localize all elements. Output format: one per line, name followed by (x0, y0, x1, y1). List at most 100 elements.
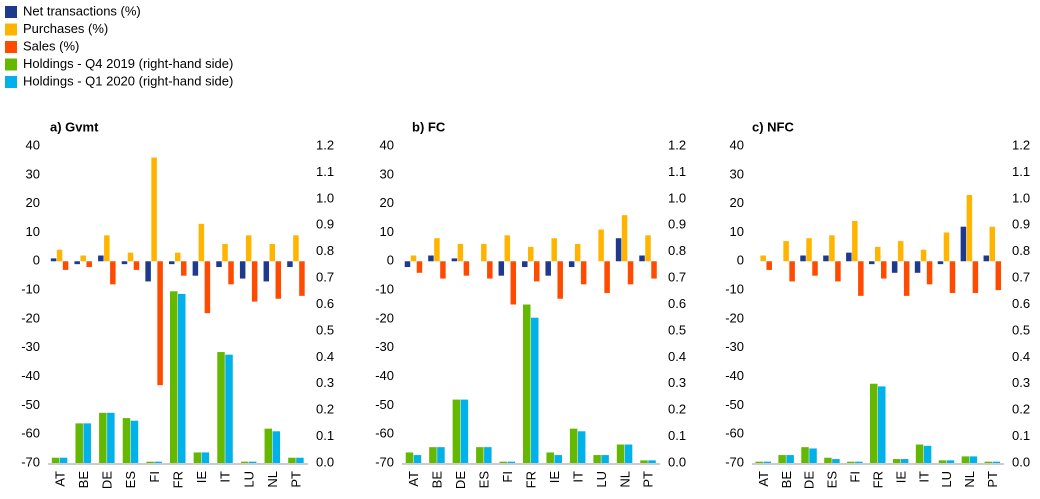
bar: Net transactions (%) (615, 238, 622, 262)
bar: Purchases (%) (645, 235, 651, 262)
bar: Sales (%) (557, 261, 563, 299)
y2-tick-label: 0.1 (1012, 428, 1030, 443)
holdings-bar: Holdings - Q1 2020 (right-hand side) (107, 412, 115, 463)
holdings-bar: Holdings - Q4 2019 (right-hand side) (452, 399, 461, 463)
holdings-bar: Holdings - Q1 2020 (right-hand side) (225, 354, 233, 463)
bar: Net transactions (%) (937, 261, 944, 265)
bar: Sales (%) (275, 261, 282, 299)
bar: Sales (%) (416, 261, 423, 273)
holdings-bar: Holdings - Q1 2020 (right-hand side) (296, 457, 304, 463)
bar: Sales (%) (580, 261, 587, 285)
holdings-bar: Holdings - Q4 2019 (right-hand side) (961, 456, 970, 463)
y2-tick-label: 0.5 (1012, 322, 1030, 337)
bar: Sales (%) (463, 261, 470, 276)
bar: Net transactions (%) (800, 255, 806, 262)
bar: Sales (%) (812, 261, 818, 276)
y-tick-label: 10 (380, 224, 394, 239)
holdings-bar: Holdings - Q1 2020 (right-hand side) (83, 423, 91, 463)
y2-tick-label: 0.3 (316, 375, 334, 390)
bar: Net transactions (%) (639, 255, 645, 262)
bar: Sales (%) (110, 261, 116, 285)
y-tick-label: 10 (730, 224, 744, 239)
holdings-bar: Holdings - Q4 2019 (right-hand side) (546, 452, 554, 463)
bar: Net transactions (%) (239, 261, 246, 279)
bar: Sales (%) (86, 261, 92, 268)
y2-tick-label: 1.2 (1012, 137, 1030, 152)
x-tick-label: AT (406, 471, 421, 487)
bar: Net transactions (%) (216, 261, 222, 268)
y2-tick-label: 1.0 (668, 190, 686, 205)
y2-tick-label: 0.6 (668, 296, 686, 311)
bar: Sales (%) (487, 261, 493, 279)
bar: Sales (%) (510, 261, 517, 305)
bar: Purchases (%) (920, 249, 927, 262)
x-tick-label: IT (916, 471, 931, 483)
holdings-bar: Holdings - Q1 2020 (right-hand side) (554, 455, 562, 463)
bar: Purchases (%) (80, 255, 86, 262)
y2-tick-label: 0.0 (316, 454, 334, 469)
y-tick-label: 20 (26, 195, 40, 210)
holdings-bar: Holdings - Q4 2019 (right-hand side) (146, 461, 154, 463)
y-tick-label: -10 (375, 282, 394, 297)
x-tick-label: LU (939, 471, 954, 488)
bar: Sales (%) (251, 261, 258, 302)
bar: Purchases (%) (410, 255, 417, 262)
y-tick-label: 20 (730, 195, 744, 210)
bar: Purchases (%) (598, 229, 604, 262)
holdings-bar: Holdings - Q4 2019 (right-hand side) (755, 461, 763, 463)
x-tick-label: PT (985, 471, 1000, 488)
holdings-bar: Holdings - Q4 2019 (right-hand side) (892, 459, 901, 463)
legend-label: Holdings - Q4 2019 (right-hand side) (23, 56, 233, 71)
x-tick-label: LU (241, 471, 256, 488)
y2-tick-label: 0.2 (668, 402, 686, 417)
holdings-bar: Holdings - Q1 2020 (right-hand side) (809, 448, 817, 463)
y-tick-label: 30 (26, 166, 40, 181)
y2-tick-label: 0.2 (316, 402, 334, 417)
y2-tick-label: 0.0 (1012, 454, 1030, 469)
bar: Net transactions (%) (960, 226, 967, 262)
y2-tick-label: 1.1 (1012, 164, 1030, 179)
holdings-bar: Holdings - Q4 2019 (right-hand side) (217, 352, 225, 463)
bar: Net transactions (%) (914, 261, 921, 273)
holdings-bar: Holdings - Q4 2019 (right-hand side) (193, 452, 202, 463)
y-tick-label: -10 (21, 282, 40, 297)
holdings-bar: Holdings - Q1 2020 (right-hand side) (59, 457, 68, 463)
holdings-bar: Holdings - Q4 2019 (right-hand side) (99, 412, 107, 463)
y2-tick-label: 0.8 (1012, 243, 1030, 258)
bar: Sales (%) (62, 261, 69, 270)
legend-label: Net transactions (%) (23, 3, 141, 18)
y2-tick-label: 0.4 (1012, 349, 1030, 364)
holdings-bar: Holdings - Q1 2020 (right-hand side) (786, 455, 794, 463)
holdings-bar: Holdings - Q4 2019 (right-hand side) (523, 304, 531, 463)
bar: Net transactions (%) (98, 255, 104, 262)
y2-tick-label: 0.7 (1012, 270, 1030, 285)
y2-tick-label: 0.9 (668, 217, 686, 232)
bar: Purchases (%) (760, 255, 766, 262)
holdings-bar: Holdings - Q4 2019 (right-hand side) (593, 455, 601, 463)
bar: Purchases (%) (875, 246, 881, 262)
holdings-bar: Holdings - Q1 2020 (right-hand side) (154, 461, 162, 463)
holdings-bar: Holdings - Q4 2019 (right-hand side) (240, 461, 249, 463)
y2-tick-label: 0.1 (316, 428, 334, 443)
y-tick-label: -40 (21, 368, 40, 383)
bar: Purchases (%) (269, 243, 276, 262)
bar: Sales (%) (949, 261, 956, 293)
y-tick-label: -70 (375, 454, 394, 469)
holdings-bar: Holdings - Q1 2020 (right-hand side) (178, 293, 186, 463)
chart-title: b) FC (412, 119, 446, 134)
y2-tick-label: 0.6 (1012, 296, 1030, 311)
holdings-bar: Holdings - Q4 2019 (right-hand side) (75, 423, 83, 463)
bar: Purchases (%) (127, 252, 134, 262)
holdings-bar: Holdings - Q1 2020 (right-hand side) (969, 456, 978, 463)
bar: Purchases (%) (943, 232, 950, 262)
bar: Purchases (%) (528, 246, 534, 262)
x-tick-label: NL (617, 471, 632, 488)
bar: Sales (%) (766, 261, 772, 270)
holdings-bar: Holdings - Q4 2019 (right-hand side) (264, 428, 273, 463)
holdings-bar: Holdings - Q1 2020 (right-hand side) (130, 420, 139, 463)
bar: Purchases (%) (966, 194, 973, 262)
bar: Sales (%) (534, 261, 540, 282)
y2-tick-label: 0.3 (1012, 375, 1030, 390)
x-tick-label: IE (194, 471, 209, 484)
holdings-bar: Holdings - Q4 2019 (right-hand side) (405, 452, 414, 463)
